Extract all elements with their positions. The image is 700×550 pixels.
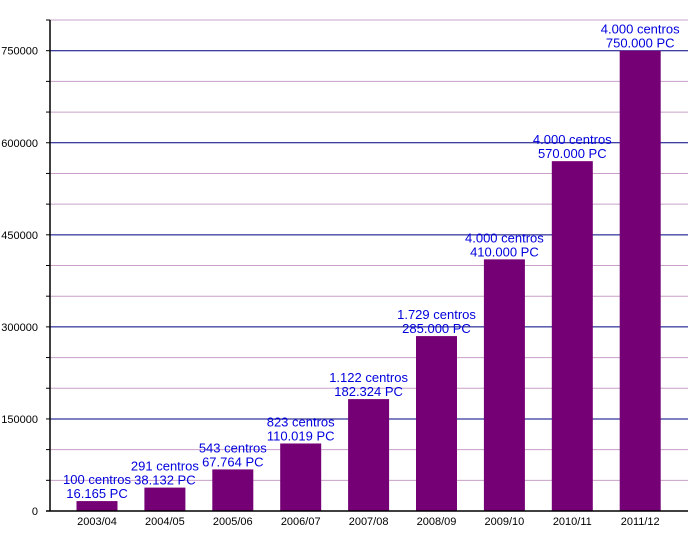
data-label-pc: 16.165 PC [66, 486, 127, 501]
data-label-pc: 750.000 PC [606, 36, 675, 51]
data-label-pc: 410.000 PC [470, 244, 539, 259]
x-tick-label: 2007/08 [349, 516, 389, 528]
data-label-centros: 4.000 centros [601, 22, 680, 37]
bar-2007-08 [348, 399, 390, 511]
data-label-pc: 67.764 PC [202, 454, 263, 469]
data-label-centros: 4.000 centros [533, 132, 612, 147]
x-tick-label: 2009/10 [485, 516, 525, 528]
data-label-centros: 100 centros [63, 472, 131, 487]
y-tick-label: 600000 [1, 138, 38, 150]
x-tick-label: 2005/06 [213, 516, 253, 528]
x-tick-label: 2008/09 [417, 516, 457, 528]
bar-2004-05 [144, 487, 186, 511]
data-label-pc: 110.019 PC [267, 428, 335, 443]
data-label-pc: 570.000 PC [538, 146, 607, 161]
bar-2005-06 [212, 469, 254, 511]
x-tick-label: 2003/04 [77, 516, 117, 528]
bar-2006-07 [280, 443, 322, 511]
bar-2011-12 [619, 50, 661, 511]
data-label-centros: 823 centros [267, 414, 335, 429]
y-tick-label: 0 [32, 506, 38, 518]
data-label-centros: 4.000 centros [465, 230, 544, 245]
bar-2010-11 [551, 161, 593, 511]
bar-2008-09 [416, 336, 457, 511]
data-label-centros: 543 centros [199, 440, 267, 455]
y-tick-label: 450000 [1, 230, 38, 242]
bar-2003-04 [76, 501, 118, 511]
data-label-centros: 1.122 centros [329, 370, 408, 385]
data-label-centros: 291 centros [131, 459, 199, 474]
x-tick-label: 2006/07 [281, 516, 321, 528]
data-label-pc: 38.132 PC [134, 473, 195, 488]
bar-2009-10 [483, 259, 525, 511]
y-tick-label: 150000 [1, 414, 38, 426]
y-tick-label: 300000 [1, 322, 38, 334]
y-tick-label: 750000 [1, 46, 38, 58]
data-label-pc: 285.000 PC [402, 321, 471, 336]
x-tick-label: 2010/11 [553, 516, 592, 528]
x-tick-label: 2011/12 [621, 516, 660, 528]
x-tick-label: 2004/05 [145, 516, 185, 528]
data-label-centros: 1.729 centros [397, 307, 476, 322]
data-label-pc: 182.324 PC [334, 384, 403, 399]
